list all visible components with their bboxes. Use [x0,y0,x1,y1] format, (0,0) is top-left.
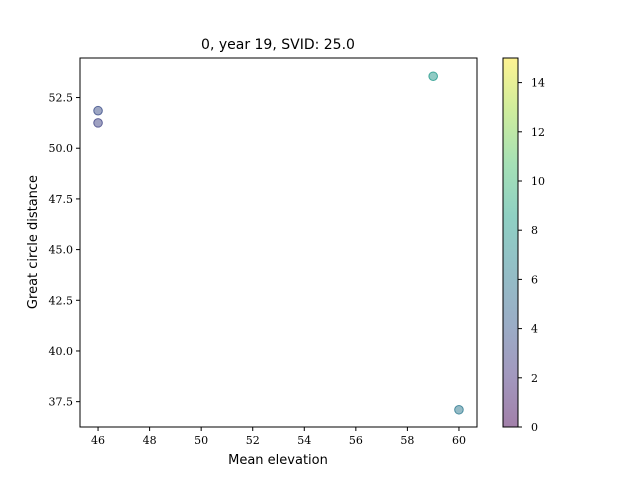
colorbar-tick-label: 12 [531,126,545,139]
y-tick-label: 40.0 [49,345,74,358]
colorbar-tick-label: 8 [531,224,538,237]
scatter-point [428,71,438,82]
colorbar-frame [502,57,519,428]
x-tick-label: 54 [297,434,311,447]
x-tick-label: 50 [194,434,208,447]
y-tick-label: 45.0 [49,244,74,257]
y-tick-label: 42.5 [49,294,74,307]
colorbar-tick-label: 4 [531,323,538,336]
scatter-point [93,118,103,128]
x-tick-label: 46 [91,434,105,447]
colorbar-tick-label: 6 [531,273,538,286]
colorbar-tick-label: 14 [531,77,545,90]
scatter-point [93,105,103,116]
x-tick-label: 56 [349,434,363,447]
colorbar-tick-label: 10 [531,175,545,188]
x-tick-label: 48 [143,434,157,447]
colorbar-ticks: 0 2 4 6 8 10 12 14 [518,77,545,434]
scatter-points [93,71,464,415]
y-tick-label: 47.5 [49,193,74,206]
scatter-point [454,404,464,415]
x-tick-label: 52 [246,434,260,447]
y-tick-label: 37.5 [49,396,74,409]
x-axis-label: Mean elevation [228,453,328,468]
x-tick-label: 60 [452,434,466,447]
chart-title: 0, year 19, SVID: 25.0 [201,37,355,53]
colorbar-tick-label: 2 [531,372,538,385]
y-axis-ticks: 37.5 40.0 42.5 45.0 47.5 50.0 52.5 [49,92,80,409]
colorbar-gradient [503,58,518,427]
colorbar: 0 2 4 6 8 10 12 14 [502,57,545,434]
colorbar-tick-label: 0 [531,421,538,434]
y-tick-label: 50.0 [49,142,74,155]
x-axis-ticks: 46 48 50 52 54 56 58 60 [91,427,466,447]
plot-area [79,57,478,428]
x-tick-label: 58 [400,434,414,447]
y-axis-label: Great circle distance [26,175,41,309]
y-tick-label: 52.5 [49,92,74,105]
